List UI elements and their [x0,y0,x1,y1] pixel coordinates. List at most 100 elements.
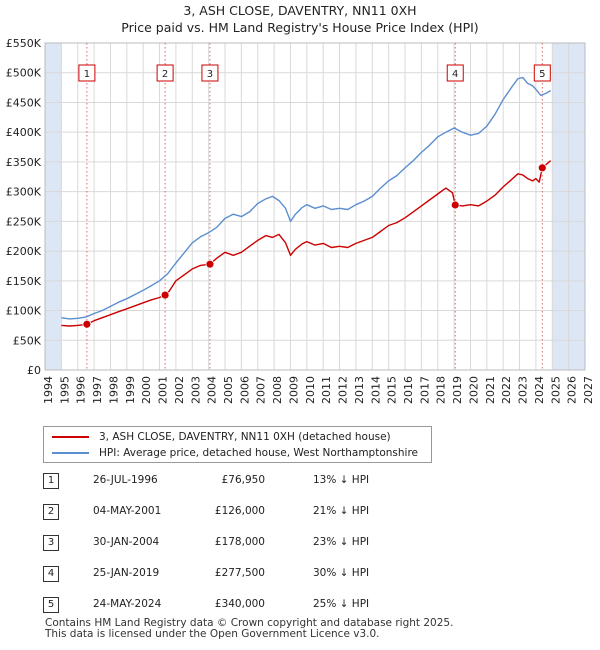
sale-hpi-diff: 25% ↓ HPI [313,598,370,610]
x-tick-label: 2023 [517,376,530,404]
sale-number-label: 3 [207,69,213,80]
x-tick-label: 2004 [206,376,219,404]
sale-row: 5 24-MAY-2024 £340,000 25% ↓ HPI [43,597,583,615]
x-tick-label: 1998 [107,376,120,404]
sale-price: £340,000 [214,598,265,610]
shaded-region [45,43,62,370]
y-tick-label: £50K [13,334,42,347]
sale-number-box [446,64,464,82]
x-tick-label: 2022 [500,376,513,404]
x-tick-label: 2007 [255,376,268,404]
plot-border [44,42,586,371]
sale-date: 04-MAY-2001 [93,505,162,517]
sale-price: £76,950 [221,474,265,486]
x-tick-label: 2014 [369,376,382,404]
y-tick-label: £400K [6,126,42,139]
sale-point [205,259,215,269]
legend-label-hpi: HPI: Average price, detached house, West… [99,447,418,459]
x-tick-label: 2017 [418,376,431,404]
legend-item-property: 3, ASH CLOSE, DAVENTRY, NN11 0XH (detach… [52,430,391,444]
chart-title-line-2: Price paid vs. HM Land Registry's House … [121,20,479,35]
sale-point [450,200,460,210]
legend-item-hpi: HPI: Average price, detached house, West… [52,446,418,460]
x-tick-label: 2000 [140,376,153,404]
sale-hpi-diff: 30% ↓ HPI [313,567,370,579]
sale-hpi-diff: 13% ↓ HPI [313,474,370,486]
attribution-footer: Contains HM Land Registry data © Crown c… [45,618,453,640]
x-tick-label: 2009 [287,376,300,404]
x-tick-label: 2006 [238,376,251,404]
x-tick-label: 2005 [222,376,235,404]
x-tick-label: 2026 [566,376,579,404]
x-tick-label: 2025 [549,376,562,404]
x-tick-label: 2020 [467,376,480,404]
sale-row: 3 30-JAN-2004 £178,000 23% ↓ HPI [43,535,583,553]
sale-point [537,163,547,173]
property-price-line [61,160,552,327]
sale-date: 24-MAY-2024 [93,598,162,610]
sale-row: 4 25-JAN-2019 £277,500 30% ↓ HPI [43,566,583,584]
sale-price: £126,000 [214,505,265,517]
sale-date: 25-JAN-2019 [93,567,160,579]
legend-swatch-property [52,436,89,438]
sale-price: £277,500 [214,567,265,579]
sale-number-badge: 4 [43,566,59,582]
sale-number-box [533,64,551,82]
x-tick-label: 2008 [271,376,284,404]
sale-row: 2 04-MAY-2001 £126,000 21% ↓ HPI [43,504,583,522]
x-tick-label: 2011 [320,376,333,404]
x-tick-label: 2012 [337,376,350,404]
sale-number-label: 1 [84,69,90,80]
attribution-line-2: This data is licensed under the Open Gov… [45,628,380,640]
chart-title: 3, ASH CLOSE, DAVENTRY, NN11 0XH Price p… [0,2,600,36]
x-tick-label: 1995 [58,376,71,404]
y-tick-label: £0 [27,364,41,377]
x-tick-label: 1997 [91,376,104,404]
x-tick-label: 2027 [582,376,595,404]
legend-label-property: 3, ASH CLOSE, DAVENTRY, NN11 0XH (detach… [99,431,391,443]
sale-number-label: 4 [452,69,458,80]
y-tick-label: £150K [6,275,42,288]
legend-swatch-hpi [52,452,89,454]
x-tick-label: 2018 [435,376,448,404]
hpi-line [61,76,551,320]
y-tick-label: £500K [6,67,42,80]
x-tick-label: 2001 [157,376,170,404]
y-tick-label: £200K [6,245,42,258]
x-tick-label: 1994 [42,376,55,404]
x-tick-label: 1996 [75,376,88,404]
sale-number-label: 5 [539,69,545,80]
sale-number-box [78,64,96,82]
sale-point [82,319,92,329]
x-tick-label: 2003 [189,376,202,404]
sale-point [160,290,170,300]
x-tick-label: 2010 [304,376,317,404]
chart-legend: 3, ASH CLOSE, DAVENTRY, NN11 0XH (detach… [43,426,432,463]
y-tick-label: £100K [6,305,42,318]
sale-number-badge: 1 [43,473,59,489]
sale-hpi-diff: 21% ↓ HPI [313,505,370,517]
x-tick-label: 2021 [484,376,497,404]
plot-area [45,43,585,370]
x-tick-label: 2019 [451,376,464,404]
y-tick-label: £250K [6,215,42,228]
x-tick-label: 2013 [353,376,366,404]
y-tick-label: £550K [6,37,42,50]
sale-row: 1 26-JUL-1996 £76,950 13% ↓ HPI [43,473,583,491]
y-tick-label: £300K [6,186,42,199]
sale-number-badge: 5 [43,597,59,613]
x-tick-label: 2002 [173,376,186,404]
sale-hpi-diff: 23% ↓ HPI [313,536,370,548]
sale-date: 30-JAN-2004 [93,536,160,548]
sale-number-box [156,64,174,82]
y-tick-label: £350K [6,156,42,169]
sale-date: 26-JUL-1996 [93,474,158,486]
x-tick-label: 1999 [124,376,137,404]
sale-number-box [201,64,219,82]
price-chart: 1994 1995 1996 1997 1998 1999 2000 2001 2002 2003… [6,37,595,404]
attribution-line-1: Contains HM Land Registry data © Crown c… [45,617,454,629]
x-tick-label: 2024 [533,376,546,404]
sale-price: £178,000 [214,536,265,548]
sale-number-badge: 2 [43,504,59,520]
x-tick-label: 2015 [386,376,399,404]
